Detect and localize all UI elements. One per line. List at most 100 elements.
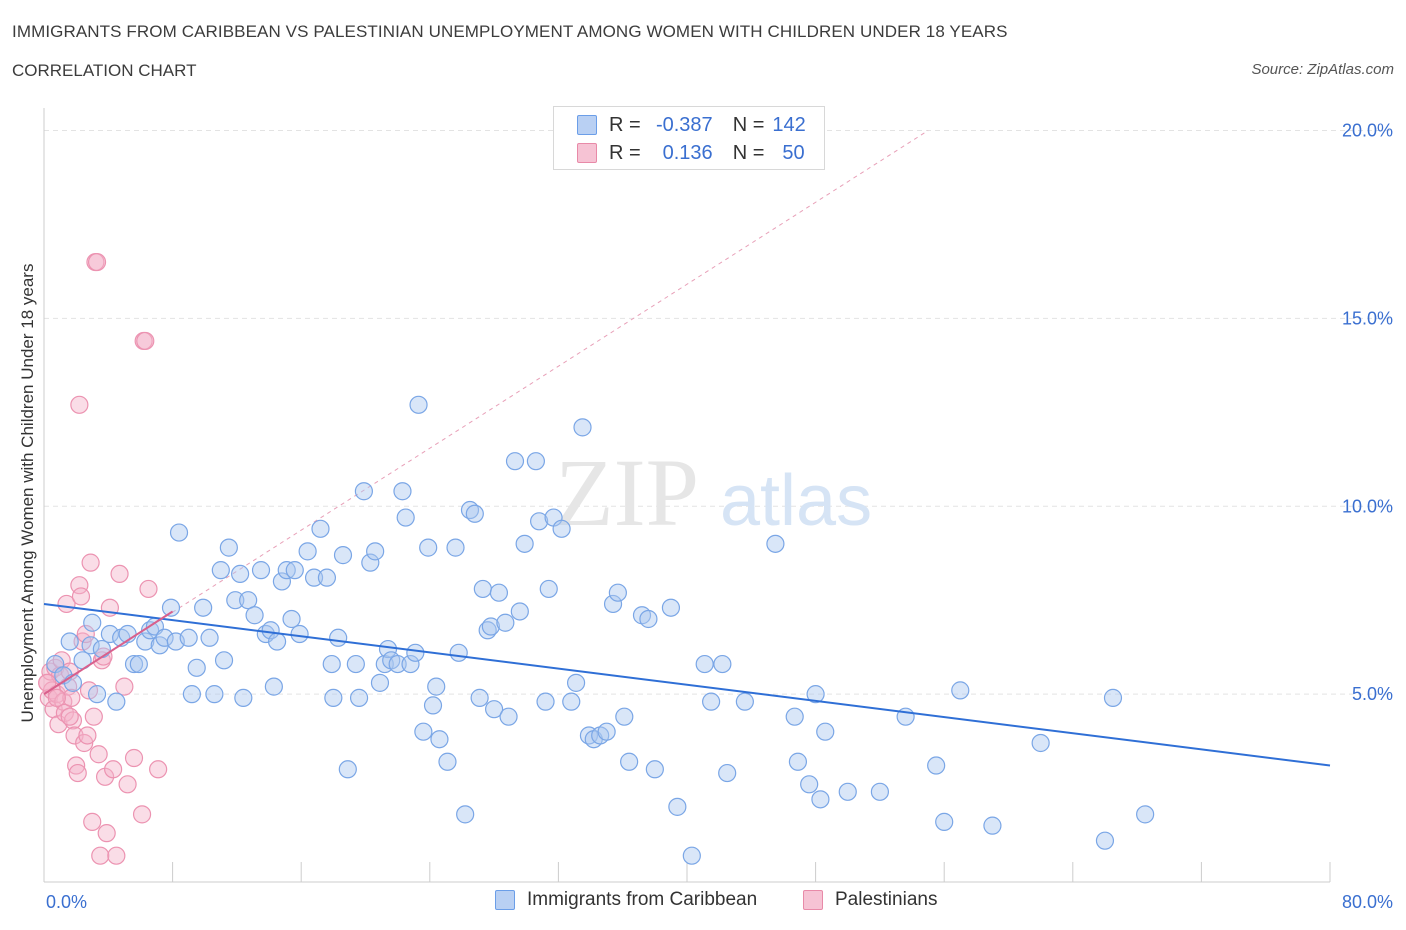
point-caribbean [290,624,309,644]
bottom-legend-label-palestinians: Palestinians [835,889,938,910]
point-caribbean [282,609,301,629]
point-caribbean [338,760,357,779]
y-tick-label: 5.0% [1352,684,1393,704]
point-palestinian [115,677,134,696]
point-palestinian [68,763,87,783]
point-palestinian [97,824,116,843]
bottom-legend-label-caribbean: Immigrants from Caribbean [527,889,758,910]
point-caribbean [485,700,504,719]
point-caribbean [489,583,509,602]
bottom-legend-palestinians: Palestinians [803,889,937,911]
point-caribbean [298,542,317,561]
point-palestinian [76,624,95,644]
chart-title: IMMIGRANTS FROM CARIBBEAN VS PALESTINIAN… [12,22,1008,41]
point-caribbean [388,654,407,674]
point-caribbean [396,508,415,527]
point-caribbean [272,572,292,591]
point-caribbean [324,688,343,707]
legend-r-label: R = [609,113,641,136]
point-caribbean [83,613,102,632]
point-caribbean [510,602,529,621]
point-caribbean [264,677,283,696]
point-caribbean [200,628,219,647]
point-palestinian [139,579,158,599]
point-palestinian [78,726,97,745]
legend-swatch-caribbean [577,115,597,135]
point-caribbean [682,846,701,865]
point-caribbean [713,654,732,674]
y-tick-label: 15.0% [1342,308,1393,328]
point-caribbean [438,752,457,771]
point-palestinian [89,745,108,764]
point-caribbean [470,688,489,707]
point-palestinian [70,576,89,595]
point-caribbean [449,643,468,662]
point-caribbean [409,395,428,414]
point-caribbean [346,654,365,674]
point-caribbean [311,519,330,538]
point-caribbean [423,696,443,715]
point-caribbean [419,538,438,557]
point-caribbean [446,538,465,557]
point-caribbean [187,658,206,677]
axes [43,108,1331,883]
chart-subtitle: CORRELATION CHART [12,61,197,80]
point-caribbean [354,482,373,501]
data-points [38,252,1155,865]
watermark-atlas: atlas [720,461,872,541]
point-caribbean [1031,733,1050,753]
point-palestinian [47,688,66,707]
point-caribbean [414,722,433,741]
point-caribbean [718,763,737,783]
point-caribbean [401,654,420,674]
reference-dashed-line [43,130,929,695]
point-caribbean [539,579,558,599]
point-palestinian [149,760,168,779]
point-caribbean [573,418,592,437]
point-palestinian [87,252,107,272]
point-palestinian [104,760,123,779]
grid-lines [44,130,1390,695]
point-caribbean [155,628,174,647]
point-caribbean [603,594,623,614]
point-caribbean [361,553,380,572]
point-caribbean [205,685,224,704]
point-caribbean [333,546,353,565]
legend-n-value: 50 [782,141,805,164]
point-caribbean [214,651,234,670]
point-palestinian [65,726,84,745]
point-caribbean [322,654,341,674]
point-caribbean [100,624,120,644]
trend-line-palestinian [43,610,174,695]
point-caribbean [63,673,83,692]
legend-r-label: R = [609,141,641,164]
point-caribbean [317,568,337,587]
point-palestinian [83,812,102,831]
point-caribbean [406,643,425,662]
point-caribbean [1095,831,1115,850]
legend-n-label: N = [732,141,765,164]
source-credit: Source: ZipAtlas.com [1251,61,1394,78]
point-caribbean [251,561,271,580]
point-caribbean [927,756,946,775]
point-caribbean [430,730,449,749]
point-caribbean [526,452,545,471]
point-caribbean [124,654,144,674]
point-caribbean [505,452,525,471]
point-caribbean [811,790,830,809]
point-caribbean [552,519,571,538]
point-caribbean [608,583,627,602]
point-caribbean [530,512,549,531]
y-tick-label: 20.0% [1342,121,1393,141]
point-palestinian [84,707,103,726]
stats-legend: R = -0.387 N = 142 R = 0.136 N = 50 [553,106,825,170]
trend-lines [43,602,1331,767]
point-caribbean [661,598,681,617]
tick-labels: 5.0% 10.0% 15.0% 20.0% 0.0% 80.0% [46,121,1393,912]
x-tick-label: 80.0% [1342,892,1393,912]
point-caribbean [481,617,500,636]
point-caribbean [182,685,201,704]
point-caribbean [597,722,616,741]
legend-row-palestinians: R = 0.136 N = 50 [554,140,805,166]
point-palestinian [136,331,155,351]
